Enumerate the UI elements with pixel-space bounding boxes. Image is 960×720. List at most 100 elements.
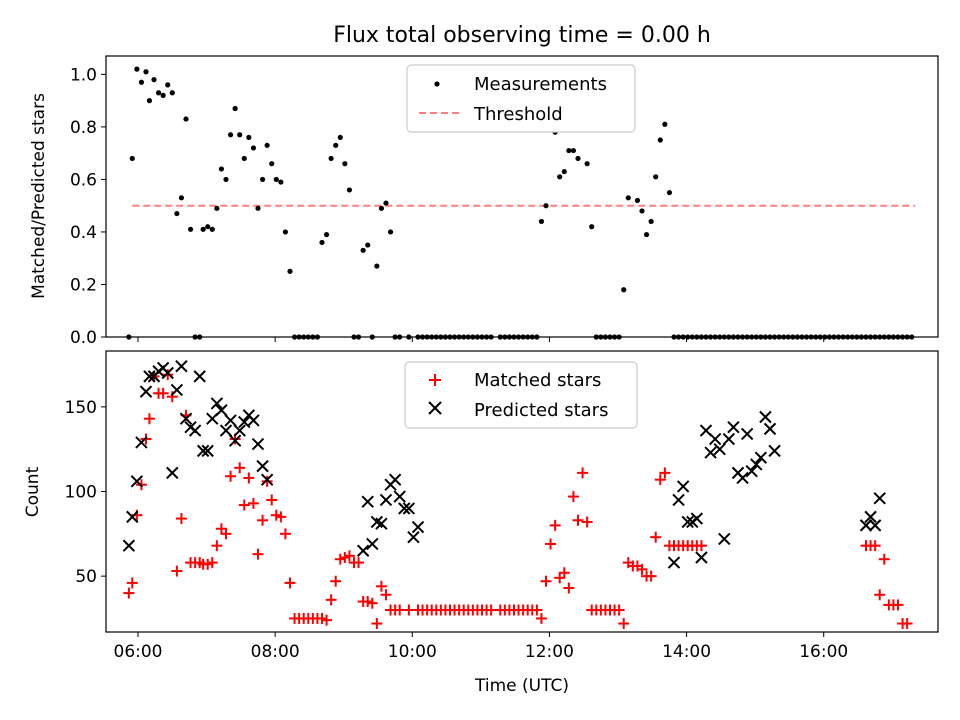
bottom-x-axis: 06:00 08:00 10:00 12:00 14:00 16:00: [114, 632, 848, 662]
predicted-stars-point: [763, 422, 777, 436]
matched-stars-point: [123, 587, 135, 599]
predicted-stars-point: [210, 397, 224, 410]
predicted-stars-point: [375, 517, 388, 530]
matched-stars-point: [266, 494, 278, 506]
predicted-stars-point: [750, 458, 763, 471]
predicted-stars-point: [754, 451, 768, 464]
measurement-point: [138, 79, 145, 85]
predicted-stars-point: [695, 551, 708, 564]
measurement-point: [187, 226, 194, 232]
measurement-point: [342, 161, 348, 167]
measurement-point: [165, 82, 171, 88]
top-y-tick-label: 0.4: [70, 223, 97, 243]
predicted-stars-point: [193, 370, 206, 383]
matched-stars-point: [567, 491, 579, 503]
bottom-y-tick-label: 100: [65, 483, 97, 503]
matched-stars-point: [375, 580, 387, 592]
x-tick-label: 12:00: [525, 642, 574, 662]
matched-stars-point: [618, 618, 630, 630]
predicted-legend-marker: [428, 401, 442, 415]
measurement-point: [346, 187, 353, 193]
matched-stars-point: [549, 519, 561, 531]
measurement-point: [561, 168, 567, 175]
matched-stars-point: [247, 497, 259, 509]
predicted-stars-point: [407, 530, 420, 544]
measurement-point: [232, 105, 238, 112]
measurement-point: [387, 229, 394, 235]
x-tick-label: 06:00: [114, 642, 163, 662]
bottom-y-axis: 50 100 150: [65, 398, 106, 587]
x-axis-label: Time (UTC): [474, 676, 569, 696]
top-plot-area: [126, 66, 916, 340]
matched-stars-point: [220, 528, 232, 540]
predicted-stars-point: [873, 492, 886, 505]
measurement-point: [205, 224, 211, 230]
matched-stars-point: [330, 575, 342, 587]
bottom-y-tick-label: 150: [65, 398, 97, 418]
predicted-stars-point: [745, 464, 758, 478]
matched-stars-point: [238, 499, 250, 511]
predicted-stars-point: [366, 537, 379, 551]
measurement-point: [160, 92, 166, 98]
predicted-stars-point: [196, 444, 210, 458]
measurement-point: [237, 132, 243, 138]
top-y-tick-label: 0.0: [70, 328, 97, 348]
predicted-legend-label: Predicted stars: [474, 400, 608, 421]
matched-stars-point: [353, 557, 365, 569]
predicted-stars-point: [864, 510, 877, 524]
matched-stars-point: [162, 369, 174, 381]
measurement-point: [625, 195, 631, 201]
measurement-point: [543, 203, 549, 209]
matched-stars-point: [366, 597, 378, 609]
matched-stars-point: [563, 582, 575, 594]
matched-stars-point: [581, 516, 593, 528]
predicted-stars-point: [718, 532, 731, 546]
matched-stars-point: [577, 467, 589, 479]
top-y-axis: 0.0 0.2 0.4 0.6 0.8 1.0: [70, 65, 106, 348]
predicted-stars-point: [759, 410, 772, 424]
matched-stars-point: [901, 618, 913, 630]
measurement-point: [214, 205, 220, 211]
measurement-point: [269, 161, 275, 167]
measurement-point: [250, 145, 257, 151]
predicted-stars-point: [356, 544, 370, 557]
predicted-stars-point: [690, 512, 704, 525]
predicted-stars-point: [233, 424, 246, 437]
measurement-point: [255, 205, 261, 211]
matched-stars-point: [275, 511, 287, 523]
predicted-stars-point: [768, 444, 781, 458]
measurement-point: [333, 142, 339, 148]
matched-stars-point: [380, 589, 392, 601]
measurement-point: [218, 166, 225, 172]
measurement-point: [383, 200, 389, 206]
matched-stars-point: [252, 548, 264, 560]
matched-stars-point: [695, 540, 707, 552]
matched-stars-point: [371, 618, 383, 630]
matched-stars-point: [166, 391, 178, 403]
predicted-stars-point: [228, 434, 242, 447]
predicted-stars-point: [402, 502, 416, 515]
measurement-point: [174, 210, 180, 217]
predicted-stars-point: [161, 366, 174, 380]
predicted-stars-point: [411, 520, 425, 534]
predicted-stars-point: [388, 473, 402, 486]
predicted-stars-point: [676, 480, 690, 493]
matched-stars-point: [234, 462, 246, 474]
predicted-stars-point: [247, 414, 260, 427]
x-tick-label: 10:00: [388, 642, 437, 662]
measurement-point: [666, 189, 673, 196]
measurement-point: [200, 226, 206, 232]
x-tick-label: 08:00: [251, 642, 300, 662]
measurement-point: [575, 155, 581, 162]
measurement-point: [653, 174, 659, 180]
measurement-point: [648, 218, 654, 225]
bottom-legend-box: [404, 361, 638, 429]
measurement-point: [365, 242, 371, 248]
matched-stars-point: [175, 513, 187, 525]
measurement-point: [273, 176, 279, 183]
bottom-legend: Matched stars Predicted stars: [404, 361, 638, 429]
measurement-point: [360, 247, 366, 253]
matched-stars-point: [243, 472, 255, 484]
measurement-point: [146, 98, 153, 104]
